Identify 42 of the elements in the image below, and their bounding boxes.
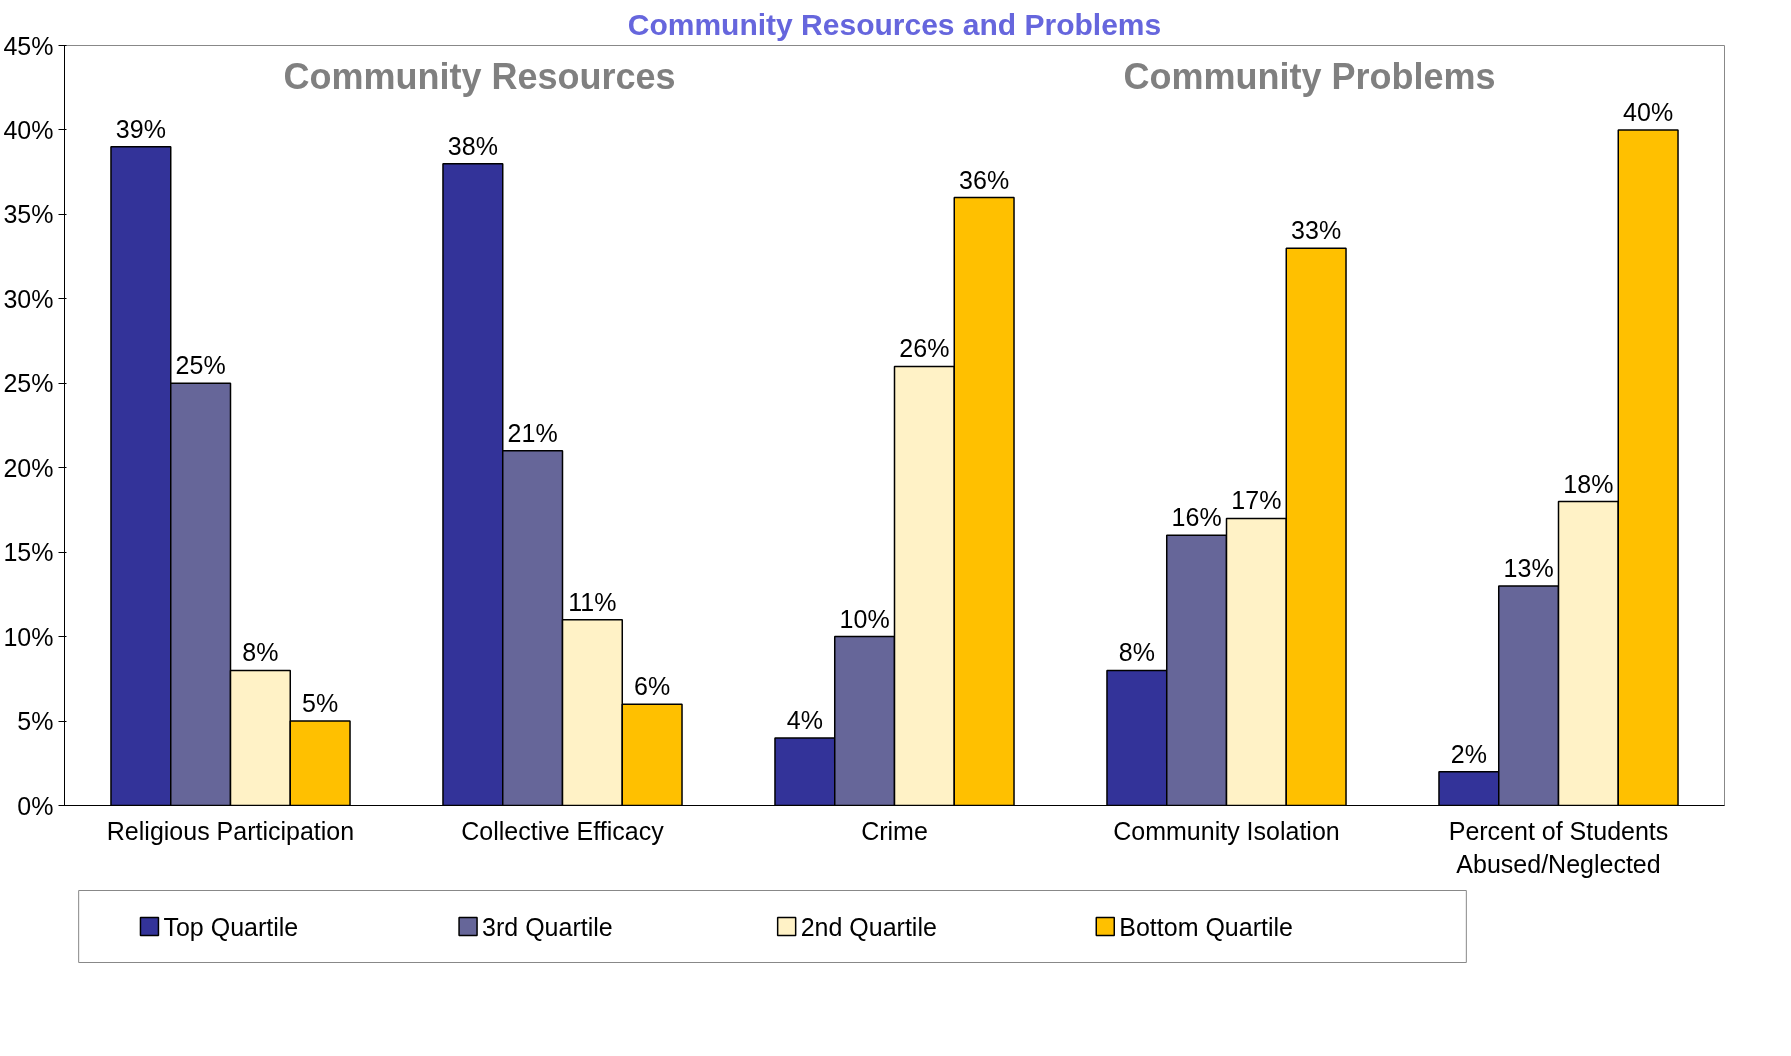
legend-label: Bottom Quartile xyxy=(1119,912,1293,941)
y-tick-label: 30% xyxy=(3,284,54,313)
data-label: 16% xyxy=(1171,503,1222,532)
data-label: 8% xyxy=(242,638,279,667)
y-tick-label: 45% xyxy=(3,31,54,60)
legend-label: 3rd Quartile xyxy=(482,912,613,941)
x-tick-label: Crime xyxy=(861,816,928,845)
y-tick-label: 35% xyxy=(3,200,54,229)
x-tick-label: Religious Participation xyxy=(106,816,355,845)
data-label: 11% xyxy=(568,587,617,616)
y-tick-label: 15% xyxy=(3,538,54,567)
data-label: 5% xyxy=(302,689,339,718)
data-label: 6% xyxy=(634,672,671,701)
x-tick-label: Community Isolation xyxy=(1113,816,1340,845)
data-label: 8% xyxy=(1118,638,1155,667)
y-tick-label: 40% xyxy=(3,115,54,144)
y-tick-label: 10% xyxy=(3,622,54,651)
y-tick-label: 20% xyxy=(3,453,54,482)
data-label: 38% xyxy=(447,131,498,160)
annotation: Community Problems xyxy=(1123,55,1496,97)
data-label: 2% xyxy=(1450,739,1487,768)
legend-label: Top Quartile xyxy=(163,912,299,941)
data-label: 26% xyxy=(899,334,950,363)
x-tick-label: Percent of Students Abused/Neglected xyxy=(1448,816,1669,879)
data-label: 13% xyxy=(1503,553,1554,582)
data-label: 21% xyxy=(507,418,558,447)
y-tick-label: 5% xyxy=(17,707,54,736)
data-label: 39% xyxy=(115,114,166,143)
data-label: 10% xyxy=(839,604,890,633)
data-label: 17% xyxy=(1231,486,1282,515)
data-label: 40% xyxy=(1623,97,1674,126)
data-label: 36% xyxy=(959,165,1010,194)
y-tick-label: 0% xyxy=(17,791,54,820)
data-label: 4% xyxy=(786,705,823,734)
chart-title: Community Resources and Problems xyxy=(627,7,1162,41)
y-tick-label: 25% xyxy=(3,369,54,398)
x-tick-label: Collective Efficacy xyxy=(461,816,665,845)
data-label: 25% xyxy=(175,351,226,380)
data-label: 33% xyxy=(1291,216,1342,245)
legend-label: 2nd Quartile xyxy=(800,912,937,941)
annotation: Community Resources xyxy=(283,55,676,97)
data-label: 18% xyxy=(1563,469,1614,498)
